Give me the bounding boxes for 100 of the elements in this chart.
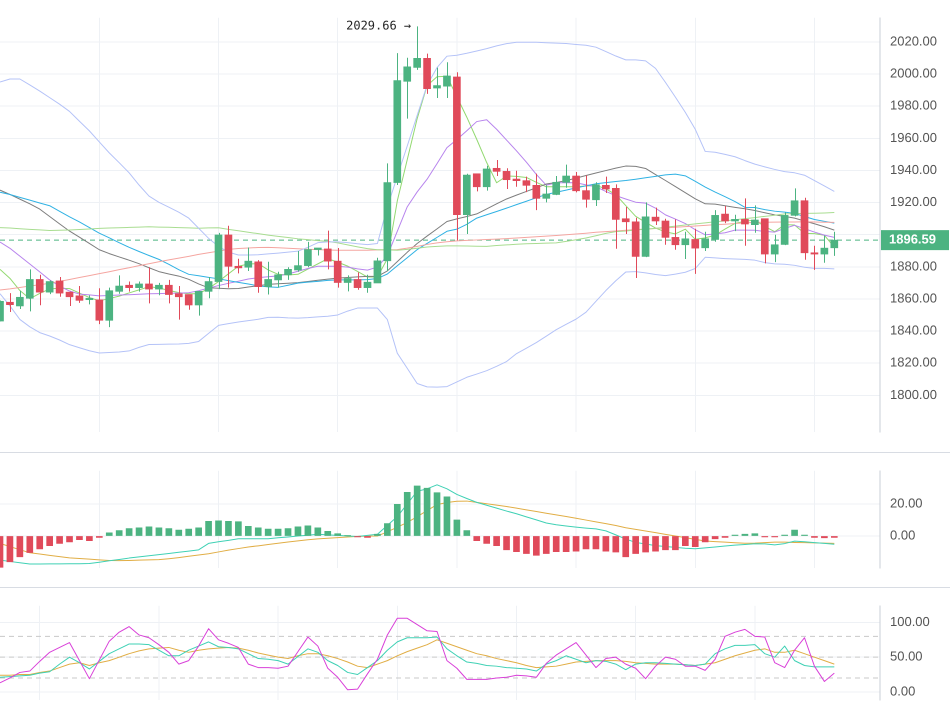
bar (702, 536, 709, 542)
candlestick (741, 198, 749, 246)
candlestick (56, 276, 64, 298)
bar (791, 530, 798, 536)
bar (6, 536, 14, 562)
candlestick (6, 292, 14, 313)
candlestick (403, 57, 412, 120)
candlestick (155, 282, 163, 296)
bar (16, 536, 24, 558)
bar (205, 521, 212, 536)
y-tick-label: 1820.00 (890, 354, 937, 370)
bar (542, 536, 550, 554)
bar (324, 531, 332, 536)
candlestick (672, 218, 680, 250)
candlestick (145, 266, 153, 304)
y-tick-label: 1800.00 (890, 386, 937, 402)
candlestick (472, 173, 481, 192)
y-tick-label: 2000.00 (890, 66, 937, 81)
bar (215, 520, 222, 536)
bar (463, 530, 470, 536)
candlestick (274, 271, 282, 288)
candlestick (582, 174, 590, 208)
bar (672, 536, 679, 550)
candlestick (364, 274, 372, 294)
bar (116, 530, 123, 536)
candlestick (443, 62, 451, 98)
bar (562, 536, 570, 552)
y-tick-label: 0.00 (890, 528, 916, 543)
bar (284, 528, 292, 536)
y-tick-label: 1880.00 (890, 258, 937, 274)
candlestick (354, 272, 362, 290)
bar (274, 528, 282, 536)
candlestick (244, 246, 252, 272)
bar (572, 536, 580, 552)
bar (692, 536, 699, 547)
candlestick (562, 164, 570, 188)
candlestick (135, 281, 143, 292)
candlestick (542, 184, 550, 203)
y-tick-label: 50.00 (890, 648, 923, 664)
ref-line-label: 1896.59 (889, 232, 936, 247)
candlestick (662, 218, 670, 246)
bar (126, 528, 132, 536)
candlestick (532, 173, 540, 211)
bar (235, 521, 242, 536)
bar (622, 536, 630, 558)
candlestick (652, 207, 660, 226)
bar (244, 526, 252, 536)
candlestick (344, 274, 352, 292)
bar (175, 530, 182, 536)
bar (632, 536, 639, 554)
candlestick (721, 206, 729, 224)
bar (414, 486, 420, 536)
y-tick-label: 1960.00 (890, 130, 937, 145)
candlestick (26, 268, 34, 312)
y-tick-label: 2020.00 (890, 33, 937, 48)
bar (56, 536, 63, 544)
candlestick (36, 274, 44, 306)
bar (752, 533, 758, 536)
candlestick (165, 279, 173, 304)
bar (26, 536, 34, 553)
candlestick (731, 214, 739, 232)
candlestick (572, 171, 580, 193)
candlestick (751, 204, 759, 234)
bar (444, 496, 450, 536)
bar (86, 536, 93, 541)
candlestick (790, 188, 798, 217)
bar (66, 536, 73, 542)
bar (434, 492, 440, 536)
y-tick-label: 1920.00 (890, 194, 937, 210)
bar (76, 536, 83, 540)
bar (602, 536, 610, 552)
bar (254, 527, 262, 536)
candlestick (174, 286, 183, 320)
candlestick (701, 231, 710, 252)
bar (513, 536, 520, 552)
candlestick (76, 286, 84, 304)
bar (712, 536, 718, 540)
candlestick (115, 274, 124, 294)
candlestick (284, 266, 292, 280)
bar (166, 528, 172, 536)
bar (523, 536, 530, 554)
bar (533, 536, 540, 556)
candlestick (810, 245, 818, 270)
bar (493, 536, 500, 546)
bar (454, 520, 460, 536)
bar (662, 536, 669, 550)
bar (582, 536, 590, 550)
candlestick (482, 165, 491, 192)
bar (225, 521, 232, 536)
candlestick (502, 168, 510, 190)
candlestick (184, 294, 193, 310)
bar (652, 536, 659, 552)
candlestick (125, 281, 133, 292)
y-tick-label: 1980.00 (890, 98, 937, 113)
candlestick (433, 67, 441, 98)
candlestick (413, 26, 421, 70)
bar (642, 536, 649, 552)
bar (384, 523, 391, 536)
bar (136, 527, 142, 536)
bar (612, 536, 620, 552)
